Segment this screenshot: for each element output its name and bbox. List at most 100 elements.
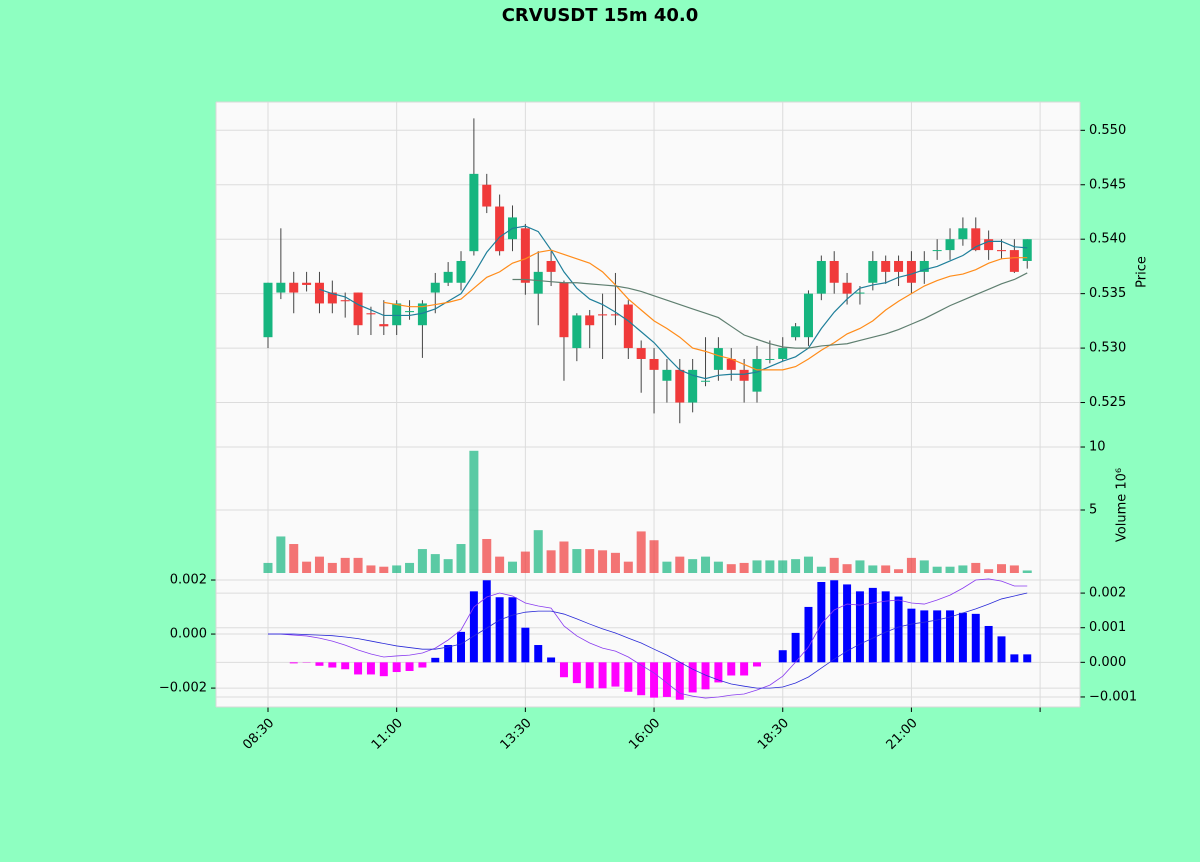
macd-histogram-bar (495, 597, 504, 663)
volume-axis-label: Volume 10⁶ (1115, 468, 1130, 542)
volume-bar (289, 544, 299, 573)
macd-histogram-bar (804, 606, 813, 663)
candle-body (366, 313, 376, 315)
volume-bar (791, 559, 801, 573)
y-tick-label: 0.550 (1089, 123, 1126, 138)
volume-bar (353, 557, 363, 573)
macd-histogram-bar (907, 608, 916, 663)
macd-histogram-bar (727, 662, 736, 676)
candle-body (688, 369, 698, 403)
candle-body (430, 282, 440, 293)
macd-histogram-bar (534, 645, 543, 663)
candle-body (752, 358, 762, 392)
macd-histogram-bar (971, 613, 980, 663)
macd-histogram-bar (984, 625, 993, 663)
volume-bar (919, 560, 929, 573)
candle-body (417, 303, 427, 326)
candle-body (314, 282, 324, 304)
volume-bar (482, 538, 492, 573)
candle-body (443, 271, 453, 283)
candle-body (894, 260, 904, 272)
macd-histogram-bar (457, 631, 466, 663)
macd-histogram-bar (843, 584, 852, 663)
volume-bar (803, 556, 813, 573)
candle-body (353, 292, 363, 326)
macd-histogram-bar (547, 657, 556, 663)
macd-histogram-bar (328, 662, 337, 668)
volume-bar (1022, 570, 1032, 573)
volume-bar (842, 564, 852, 573)
volume-bar (572, 549, 582, 573)
y-tick-label: −0.001 (1089, 689, 1137, 704)
y-tick-label: 0.000 (1089, 655, 1126, 670)
volume-bar (623, 561, 633, 573)
volume-bar (366, 565, 376, 573)
candle-body (1022, 239, 1032, 261)
candle-body (778, 348, 788, 359)
volume-bar (636, 531, 646, 573)
y-tick-label: 5 (1089, 503, 1097, 518)
macd-histogram-bar (521, 627, 530, 663)
volume-bar (302, 561, 312, 573)
candle-body (765, 358, 775, 360)
macd-histogram-bar (830, 580, 839, 663)
candle-body (881, 260, 891, 272)
moving-average-line (512, 272, 1028, 349)
volume-bar (675, 556, 685, 573)
volume-bar (379, 566, 389, 573)
candle-body (585, 315, 595, 326)
volume-bar (559, 541, 569, 573)
y-tick-label: 0.535 (1089, 286, 1126, 301)
volume-bar (713, 561, 723, 573)
macd-histogram-bar (933, 610, 942, 663)
macd-histogram-bar (392, 662, 401, 673)
volume-bar (778, 560, 788, 573)
candle-body (302, 282, 312, 285)
macd-histogram-bar (868, 587, 877, 663)
volume-bar (881, 565, 891, 573)
y-tick-label: −0.002 (159, 681, 207, 696)
plot-background (216, 102, 1080, 707)
candle-body (701, 380, 711, 382)
volume-bar (314, 556, 324, 573)
volume-bar (829, 557, 839, 573)
macd-histogram-bar (740, 662, 749, 676)
candle-body (379, 324, 389, 327)
volume-bar (546, 550, 556, 573)
volume-bar (276, 536, 286, 573)
macd-histogram-bar (1010, 654, 1019, 663)
macd-histogram-bar (701, 662, 710, 690)
volume-bar (894, 569, 904, 573)
volume-bar (598, 550, 608, 573)
candle-body (958, 228, 968, 240)
macd-histogram-bar (946, 610, 955, 663)
macd-histogram-bar (662, 662, 671, 697)
macd-histogram-bar (688, 662, 697, 693)
moving-average-line (383, 249, 1028, 371)
candle-body (572, 315, 582, 349)
macd-histogram-bar (469, 591, 478, 663)
candle-body (932, 250, 942, 252)
macd-histogram-bar (958, 612, 967, 663)
macd-histogram-bar (894, 596, 903, 663)
y-tick-label: 0.545 (1089, 177, 1126, 192)
volume-bar (971, 562, 981, 573)
candle-body (855, 292, 865, 294)
volume-bar (855, 560, 865, 573)
volume-bar (405, 562, 415, 573)
volume-bar (765, 560, 775, 573)
macd-histogram-bar (675, 662, 684, 700)
volume-bar (456, 544, 466, 573)
macd-histogram-bar (354, 662, 363, 675)
candle-body (739, 369, 749, 381)
candle-body (405, 311, 415, 313)
candle-body (919, 260, 929, 272)
candle-body (610, 314, 620, 316)
candle-body (636, 348, 646, 359)
volume-bar (469, 450, 479, 573)
volume-bar (392, 565, 402, 573)
macd-histogram-bar (855, 591, 864, 663)
macd-line (267, 578, 1028, 699)
macd-histogram-bar (997, 636, 1006, 663)
